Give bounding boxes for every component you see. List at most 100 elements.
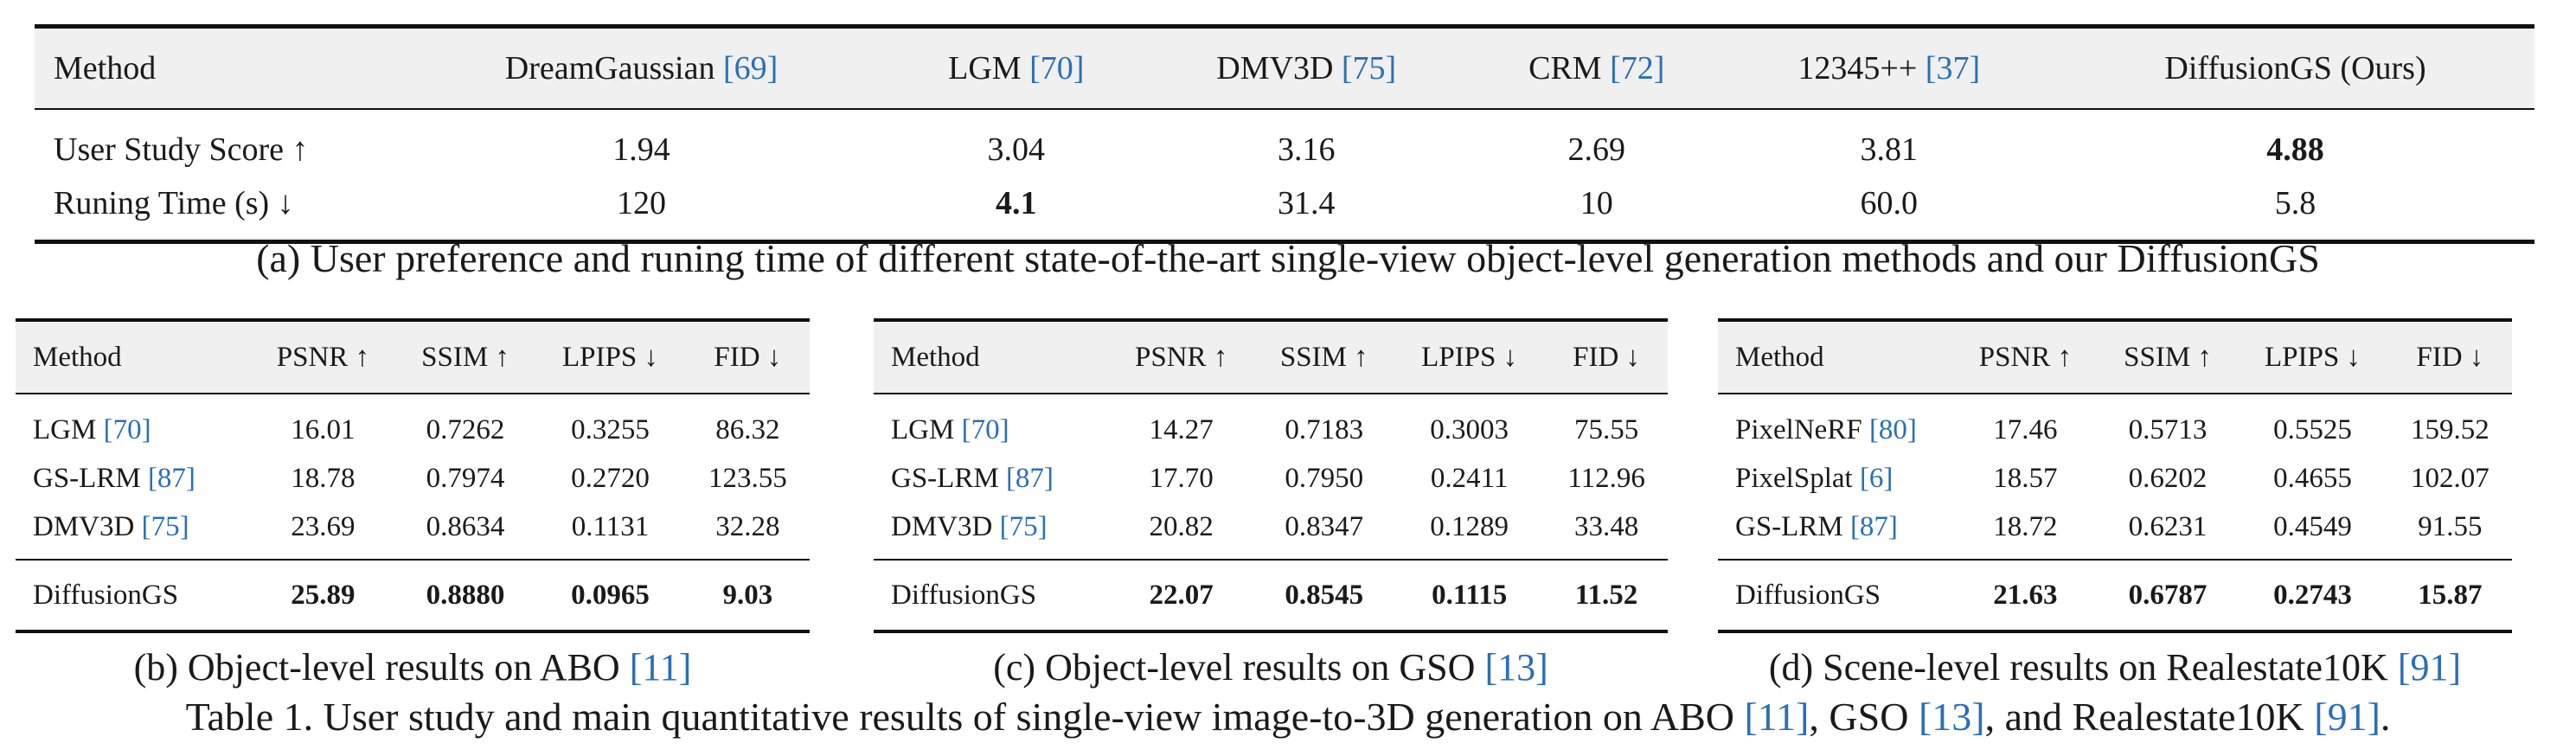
table-a-header-row: Method DreamGaussian [69] LGM [70] DMV3D… bbox=[35, 26, 2534, 109]
table-cell: 0.3003 bbox=[1430, 413, 1509, 445]
table-cell: 18.57 bbox=[1993, 462, 2058, 494]
citation-link[interactable]: [37] bbox=[1925, 50, 1981, 86]
citation-link[interactable]: [75] bbox=[1341, 50, 1397, 86]
table-cell-best: 0.8880 bbox=[426, 579, 505, 611]
citation-link[interactable]: [11] bbox=[629, 646, 692, 689]
subcaption-a: (a) User preference and runing time of d… bbox=[256, 236, 2320, 280]
table-row: Runing Time (s) ↓ 120 4.1 31.4 10 60.0 5… bbox=[35, 176, 2534, 242]
table-cell-best: 11.52 bbox=[1574, 579, 1638, 611]
citation-link[interactable]: [13] bbox=[1918, 695, 1985, 739]
table-cell: 0.7262 bbox=[426, 413, 505, 445]
header-method: Method bbox=[54, 50, 157, 86]
subcaption-b: (b) Object-level results on ABO [11] bbox=[133, 646, 692, 689]
header-psnr: PSNR ↑ bbox=[1978, 341, 2073, 373]
table-d: Method PSNR ↑ SSIM ↑ LPIPS ↓ FID ↓ Pixel… bbox=[1718, 318, 2512, 689]
table-cell: 3.81 bbox=[1860, 131, 1919, 168]
table-cell-best: 25.89 bbox=[291, 579, 356, 611]
subcaption-c: (c) Object-level results on GSO [13] bbox=[993, 646, 1548, 689]
method-cell: DMV3D [75] bbox=[891, 510, 1048, 542]
citation-link[interactable]: [72] bbox=[1610, 50, 1665, 86]
table-cell: 0.4549 bbox=[2273, 510, 2352, 542]
citation-link[interactable]: [91] bbox=[2397, 646, 2462, 689]
table-cell-best: 21.63 bbox=[1993, 579, 2058, 611]
citation-link[interactable]: [69] bbox=[722, 50, 779, 86]
citation-link[interactable]: [87] bbox=[1005, 462, 1054, 494]
table-cell: 0.2720 bbox=[571, 462, 650, 494]
citation-link[interactable]: [91] bbox=[2314, 695, 2381, 739]
method-cell: GS-LRM [87] bbox=[891, 462, 1054, 494]
table-row: User Study Score ↑ 1.94 3.04 3.16 2.69 3… bbox=[35, 109, 2534, 176]
method-cell: GS-LRM [87] bbox=[1735, 510, 1898, 542]
citation-link[interactable]: [11] bbox=[1744, 695, 1810, 739]
table-cell: 0.1131 bbox=[571, 510, 650, 542]
table-c: Method PSNR ↑ SSIM ↑ LPIPS ↓ FID ↓ LGM [… bbox=[874, 318, 1668, 689]
table-cell-best: 0.0965 bbox=[571, 579, 650, 611]
citation-link[interactable]: [80] bbox=[1868, 413, 1917, 445]
header-method: Method bbox=[33, 341, 122, 373]
table-row-ours: DiffusionGS 25.89 0.8880 0.0965 9.03 bbox=[16, 560, 810, 631]
header-dmv3d: DMV3D [75] bbox=[1216, 50, 1397, 86]
table-cell: 23.69 bbox=[291, 510, 356, 542]
table-cell: 3.16 bbox=[1277, 131, 1336, 168]
table-b: Method PSNR ↑ SSIM ↑ LPIPS ↓ FID ↓ LGM [… bbox=[16, 318, 810, 689]
citation-link[interactable]: [75] bbox=[141, 510, 189, 542]
table-cell: 14.27 bbox=[1149, 413, 1214, 445]
table-cell: 60.0 bbox=[1860, 185, 1919, 221]
subcaption-d: (d) Scene-level results on Realestate10K… bbox=[1768, 646, 2462, 689]
citation-link[interactable]: [70] bbox=[1029, 50, 1085, 86]
table-cell-best: 22.07 bbox=[1149, 579, 1214, 611]
method-cell: GS-LRM [87] bbox=[33, 462, 195, 494]
table-cell: 120 bbox=[617, 185, 667, 221]
table-a: Method DreamGaussian [69] LGM [70] DMV3D… bbox=[35, 24, 2534, 244]
table-header-row: Method PSNR ↑ SSIM ↑ LPIPS ↓ FID ↓ bbox=[1718, 320, 2512, 394]
table-cell: 10 bbox=[1580, 185, 1613, 221]
table-cell: 16.01 bbox=[291, 413, 356, 445]
table-cell-best: 0.8545 bbox=[1285, 579, 1364, 611]
table-row: LGM [70] 14.27 0.7183 0.3003 75.55 bbox=[874, 394, 1668, 454]
header-dreamgaussian: DreamGaussian [69] bbox=[504, 50, 779, 86]
table-cell: 18.72 bbox=[1993, 510, 2058, 542]
table-row: PixelNeRF [80] 17.46 0.5713 0.5525 159.5… bbox=[1718, 394, 2512, 454]
citation-link[interactable]: [70] bbox=[961, 413, 1009, 445]
row-label: Runing Time (s) ↓ bbox=[54, 185, 294, 221]
table-cell: 0.7974 bbox=[426, 462, 505, 494]
table-row: GS-LRM [87] 18.78 0.7974 0.2720 123.55 bbox=[16, 454, 810, 503]
table-cell: 31.4 bbox=[1277, 185, 1336, 221]
gso-results-table: Method PSNR ↑ SSIM ↑ LPIPS ↓ FID ↓ LGM [… bbox=[874, 318, 1668, 633]
table-cell-best: 15.87 bbox=[2418, 579, 2483, 611]
citation-link[interactable]: [75] bbox=[999, 510, 1048, 542]
table-cell-best: 0.2743 bbox=[2273, 579, 2352, 611]
table-cell: 0.7950 bbox=[1285, 462, 1364, 494]
header-ssim: SSIM ↑ bbox=[421, 341, 509, 373]
table-cell: 0.5525 bbox=[2273, 413, 2352, 445]
user-study-table: Method DreamGaussian [69] LGM [70] DMV3D… bbox=[35, 24, 2534, 244]
citation-link[interactable]: [13] bbox=[1484, 646, 1548, 689]
citation-link[interactable]: [87] bbox=[147, 462, 195, 494]
citation-link[interactable]: [87] bbox=[1849, 510, 1898, 542]
header-lpips: LPIPS ↓ bbox=[2264, 341, 2361, 373]
row-label: User Study Score ↑ bbox=[54, 131, 309, 168]
table-row: GS-LRM [87] 18.72 0.6231 0.4549 91.55 bbox=[1718, 503, 2512, 560]
table-cell: 0.1289 bbox=[1430, 510, 1509, 542]
table-cell-best: 9.03 bbox=[722, 579, 773, 611]
table-row-ours: DiffusionGS 22.07 0.8545 0.1115 11.52 bbox=[874, 560, 1668, 631]
citation-link[interactable]: [6] bbox=[1859, 462, 1894, 494]
table-cell: 20.82 bbox=[1149, 510, 1214, 542]
header-12345pp: 12345++ [37] bbox=[1797, 50, 1981, 86]
table-cell: 1.94 bbox=[612, 131, 670, 168]
table-cell: 112.96 bbox=[1567, 462, 1645, 494]
method-cell: LGM [70] bbox=[33, 413, 151, 445]
table-cell-best: 0.1115 bbox=[1432, 579, 1508, 611]
method-cell: PixelNeRF [80] bbox=[1735, 413, 1917, 445]
table-cell: 159.52 bbox=[2410, 413, 2489, 445]
header-crm: CRM [72] bbox=[1528, 50, 1665, 86]
table-cell: 17.70 bbox=[1149, 462, 1214, 494]
table-row-ours: DiffusionGS 21.63 0.6787 0.2743 15.87 bbox=[1718, 560, 2512, 631]
citation-link[interactable]: [70] bbox=[103, 413, 151, 445]
table-cell: 0.2411 bbox=[1430, 462, 1509, 494]
table-cell: 102.07 bbox=[2410, 462, 2489, 494]
table-cell-best: 4.88 bbox=[2266, 131, 2324, 168]
table-row: LGM [70] 16.01 0.7262 0.3255 86.32 bbox=[16, 394, 810, 454]
table-cell: 5.8 bbox=[2274, 185, 2316, 221]
table-cell: 86.32 bbox=[715, 413, 780, 445]
